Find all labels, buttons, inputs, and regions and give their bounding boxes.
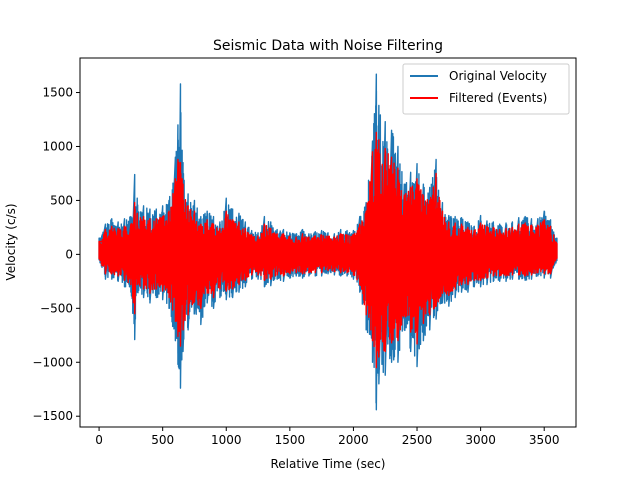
x-tick-label: 3500 [529,433,560,447]
x-axis-label: Relative Time (sec) [271,457,386,471]
y-tick-label: 1500 [42,86,73,100]
plot-frame [79,57,577,428]
x-tick-label: 3000 [465,433,496,447]
y-axis-label: Velocity (c/s) [4,203,18,280]
y-axis: −1500 −1000 −500 0 500 1000 1500 [32,86,80,423]
y-tick-label: 500 [50,193,73,207]
chart-title: Seismic Data with Noise Filtering [213,38,443,54]
y-tick-label: 0 [65,247,73,261]
series-layer [98,73,558,411]
x-tick-label: 500 [151,433,174,447]
x-tick-label: 1000 [211,433,242,447]
y-tick-label: −1000 [32,355,73,369]
series-line-1 [98,131,558,369]
legend: Original Velocity Filtered (Events) [402,63,570,115]
x-axis: 0 500 1000 1500 2000 2500 3000 3500 [95,427,559,447]
x-tick-label: 1500 [275,433,306,447]
y-tick-label: −1500 [32,409,73,423]
legend-label-filtered: Filtered (Events) [449,91,547,105]
x-tick-label: 2500 [402,433,433,447]
x-tick-label: 0 [95,433,103,447]
y-tick-label: 1000 [42,139,73,153]
legend-box [402,63,570,115]
legend-label-original: Original Velocity [449,69,547,83]
x-tick-label: 2000 [338,433,369,447]
y-tick-label: −500 [40,301,73,315]
